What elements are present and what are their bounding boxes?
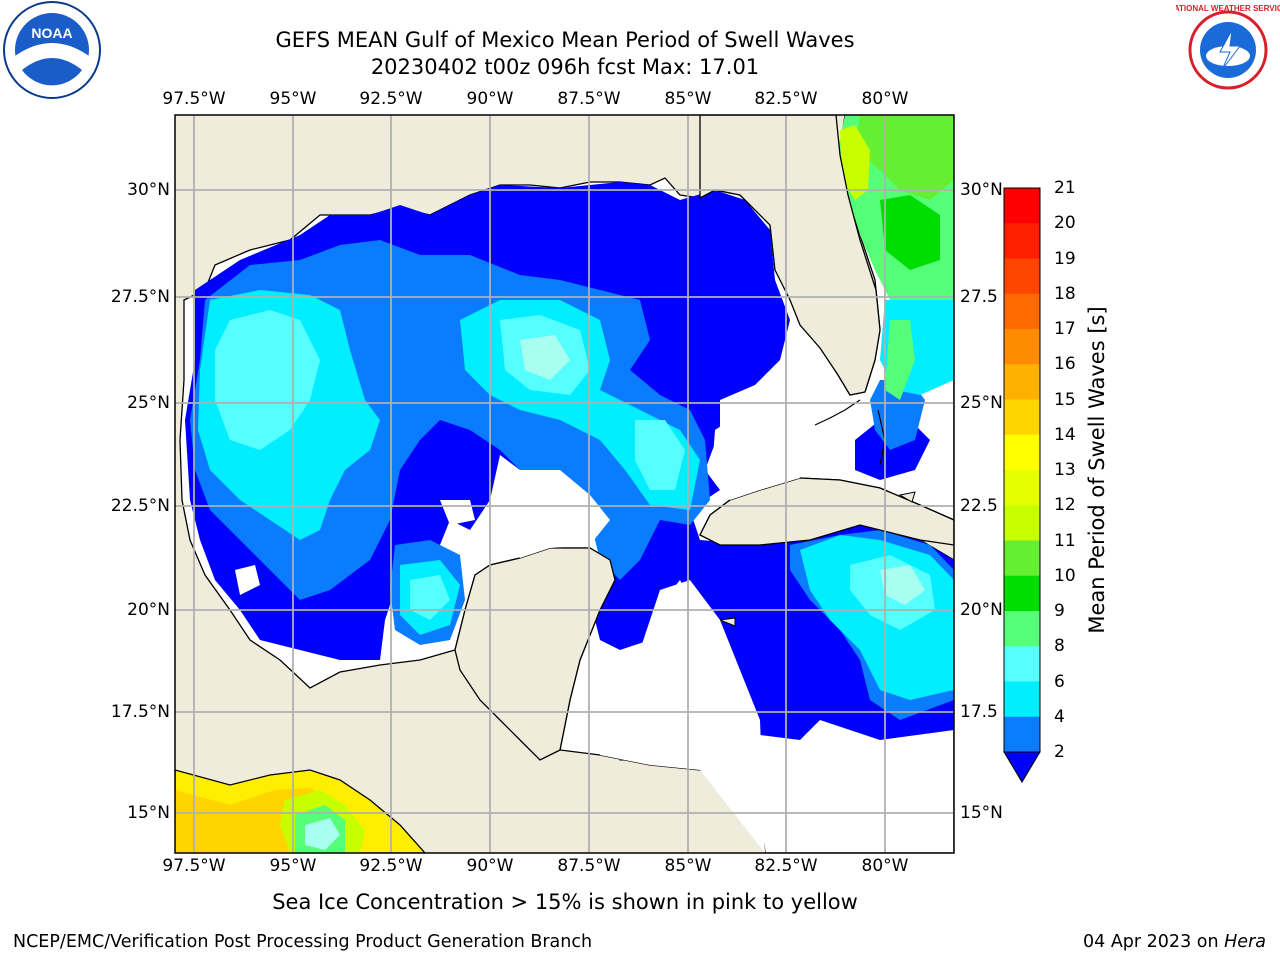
lat-label-left: 25°N	[127, 393, 170, 413]
lon-label-bottom: 87.5°W	[557, 856, 621, 876]
lon-label-top: 95°W	[269, 89, 317, 109]
lon-label-top: 82.5°W	[754, 89, 818, 109]
colorbar-swatch	[1004, 434, 1040, 471]
colorbar-swatch	[1004, 329, 1040, 365]
footer-host: Hera	[1224, 932, 1266, 952]
graticule	[175, 115, 954, 853]
colorbar-tick-label: 13	[1054, 460, 1076, 480]
colorbar-swatch	[1004, 611, 1040, 647]
colorbar-extend-arrow	[1003, 751, 1041, 783]
lat-label-left: 27.5°N	[110, 287, 170, 307]
lat-label-right: 15°N	[960, 803, 1003, 823]
colorbar-swatch	[1004, 646, 1040, 682]
lat-label-right: 30°N	[960, 180, 1003, 200]
footer-date: 04 Apr 2023 on Hera	[1083, 932, 1266, 952]
colorbar-label: Mean Period of Swell Waves [s]	[1085, 306, 1109, 634]
lat-label-left: 22.5°N	[110, 496, 170, 516]
lat-label-left: 17.5°N	[110, 702, 170, 722]
colorbar-swatch	[1004, 399, 1040, 436]
map-subtitle: 20230402 t00z 096h fcst Max: 17.01	[370, 55, 760, 79]
lat-label-left: 20°N	[127, 600, 170, 620]
colorbar-swatch	[1004, 716, 1040, 753]
colorbar-tick-label: 11	[1054, 530, 1076, 551]
lon-label-bottom: 82.5°W	[754, 856, 818, 876]
colorbar-tick-label: 4	[1054, 706, 1065, 727]
swell-9-10s	[880, 565, 925, 605]
colorbar-swatch	[1004, 505, 1040, 541]
lon-label-top: 97.5°W	[162, 89, 226, 109]
noaa-logo-text: NOAA	[31, 25, 72, 41]
lat-label-left: 30°N	[127, 180, 170, 200]
lon-label-bottom: 85°W	[664, 856, 712, 876]
colorbar-swatch	[1004, 188, 1040, 224]
lat-label-right: 17.5	[960, 702, 998, 722]
colorbar-tick-label: 10	[1054, 565, 1076, 586]
sea-ice-note: Sea Ice Concentration > 15% is shown in …	[272, 890, 858, 914]
nws-logo: NATIONAL WEATHER SERVICE	[1176, 2, 1280, 98]
colorbar-swatch	[1004, 540, 1040, 577]
lon-label-bottom: 97.5°W	[162, 856, 226, 876]
lon-label-top: 80°W	[861, 89, 909, 109]
colorbar-swatch	[1004, 470, 1040, 506]
lon-label-top: 87.5°W	[557, 89, 621, 109]
colorbar-swatch	[1004, 258, 1040, 295]
colorbar-tick-label: 19	[1054, 248, 1076, 269]
lat-label-right: 20°N	[960, 600, 1003, 620]
colorbar-tick-label: 2	[1054, 742, 1065, 762]
colorbar-swatch	[1004, 293, 1040, 330]
lon-label-bottom: 95°W	[269, 856, 317, 876]
lat-label-right: 27.5	[960, 287, 998, 307]
colorbar-swatch	[1004, 575, 1040, 612]
lon-label-bottom: 80°W	[861, 856, 909, 876]
colorbar-swatch	[1004, 681, 1040, 718]
footer-credit: NCEP/EMC/Verification Post Processing Pr…	[13, 932, 593, 952]
colorbar-tick-label: 18	[1054, 283, 1076, 304]
colorbar-tick-label: 14	[1054, 424, 1076, 445]
lon-label-bottom: 92.5°W	[359, 856, 423, 876]
colorbar-tick-label: 9	[1054, 601, 1065, 621]
lon-label-top: 92.5°W	[359, 89, 423, 109]
colorbar-tick-label: 21	[1054, 178, 1076, 198]
map-title: GEFS MEAN Gulf of Mexico Mean Period of …	[275, 28, 855, 52]
colorbar-tick-label: 15	[1054, 389, 1076, 410]
colorbar-tick-label: 12	[1054, 495, 1076, 516]
footer-date-text: 04 Apr 2023 on	[1083, 932, 1225, 952]
colorbar-swatch	[1004, 364, 1040, 400]
colorbar-tick-label: 16	[1054, 354, 1076, 375]
lat-label-left: 15°N	[127, 803, 170, 823]
colorbar-tick-label: 17	[1054, 319, 1076, 339]
lat-label-right: 22.5	[960, 496, 998, 516]
colorbar-swatches	[1004, 188, 1040, 753]
nws-logo-text: NATIONAL WEATHER SERVICE	[1176, 4, 1280, 13]
colorbar-tick-label: 8	[1054, 636, 1065, 657]
colorbar-tick-label: 6	[1054, 671, 1065, 692]
lon-label-bottom: 90°W	[466, 856, 514, 876]
lon-label-top: 90°W	[466, 89, 514, 109]
colorbar-tick-label: 20	[1054, 213, 1076, 234]
lon-label-top: 85°W	[664, 89, 712, 109]
colorbar-swatch	[1004, 223, 1040, 259]
noaa-logo: NOAA	[3, 1, 101, 99]
lat-label-right: 25°N	[960, 393, 1003, 413]
